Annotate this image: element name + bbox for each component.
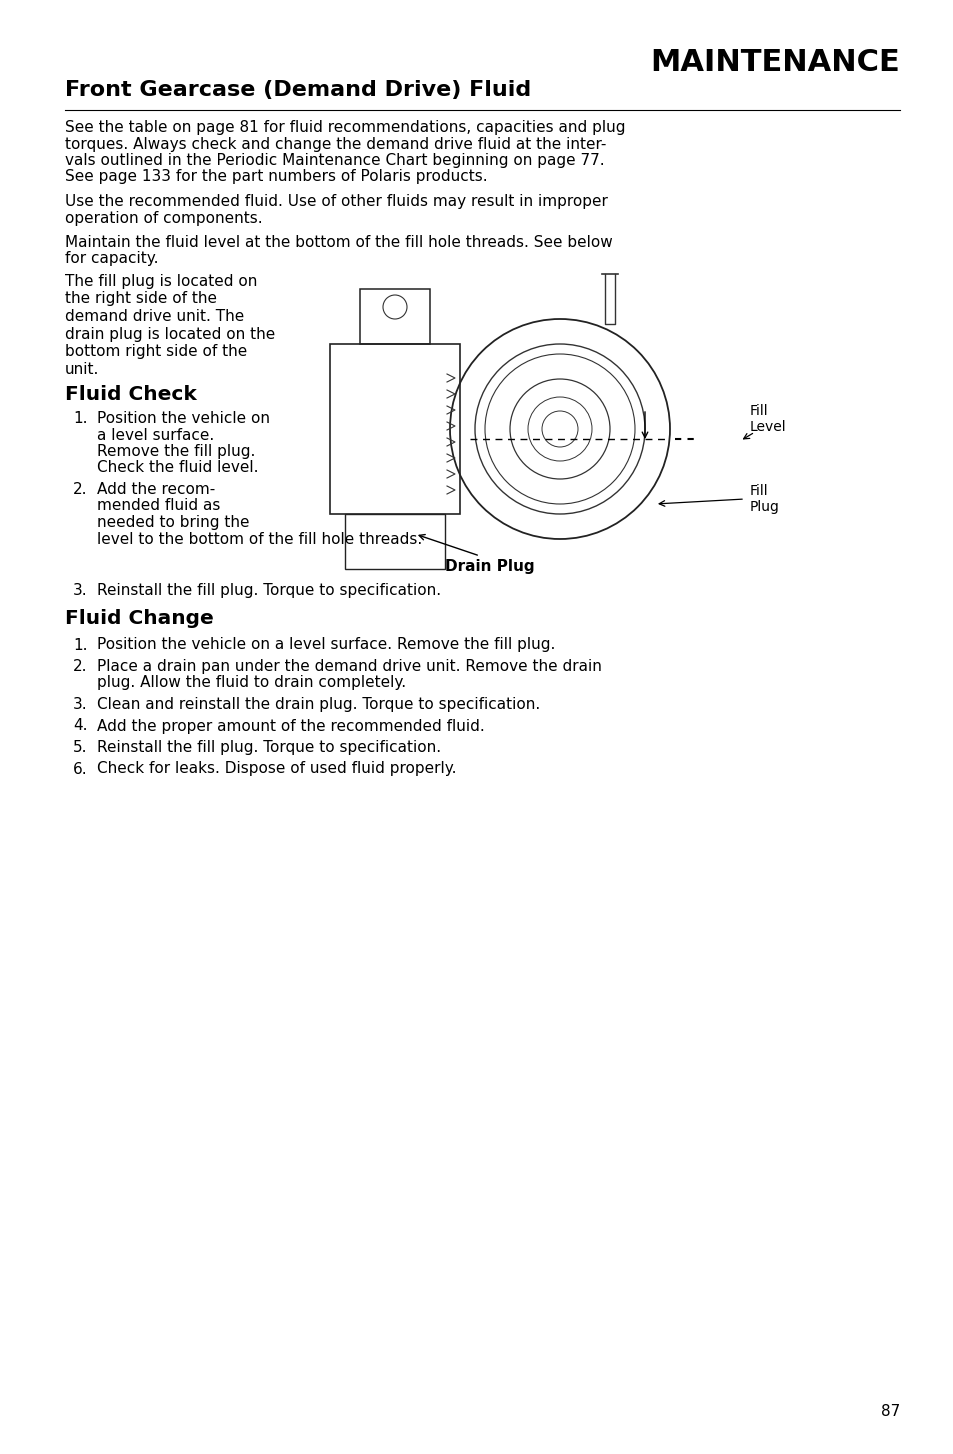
Text: needed to bring the: needed to bring the [97,515,250,531]
Bar [330,345,459,515]
Text: Add the proper amount of the recommended fluid.: Add the proper amount of the recommended… [97,718,484,733]
Text: a level surface.: a level surface. [97,427,214,442]
Text: Reinstall the fill plug. Torque to specification.: Reinstall the fill plug. Torque to speci… [97,740,440,755]
Text: demand drive unit. The: demand drive unit. The [65,310,244,324]
Text: mended fluid as: mended fluid as [97,499,220,513]
Text: Clean and reinstall the drain plug. Torque to specification.: Clean and reinstall the drain plug. Torq… [97,696,539,712]
Text: Front Gearcase (Demand Drive) Fluid: Front Gearcase (Demand Drive) Fluid [65,80,531,100]
Text: unit.: unit. [65,362,99,377]
Text: See page 133 for the part numbers of Polaris products.: See page 133 for the part numbers of Pol… [65,170,487,185]
Text: 2.: 2. [73,659,88,675]
Text: The fill plug is located on: The fill plug is located on [65,273,257,289]
Text: Fluid Change: Fluid Change [65,609,213,628]
Text: Remove the fill plug.: Remove the fill plug. [97,443,255,459]
Text: Check the fluid level.: Check the fluid level. [97,461,258,475]
Text: Position the vehicle on: Position the vehicle on [97,411,270,426]
Bar [359,289,430,345]
Text: Reinstall the fill plug. Torque to specification.: Reinstall the fill plug. Torque to speci… [97,583,440,598]
Text: Fill
Plug: Fill Plug [749,484,779,515]
Text: 1.: 1. [73,637,88,653]
Text: operation of components.: operation of components. [65,211,262,225]
Text: the right side of the: the right side of the [65,291,216,307]
Text: 5.: 5. [73,740,88,755]
Text: plug. Allow the fluid to drain completely.: plug. Allow the fluid to drain completel… [97,676,406,691]
Text: vals outlined in the Periodic Maintenance Chart beginning on page 77.: vals outlined in the Periodic Maintenanc… [65,153,604,169]
Text: Fill
Level: Fill Level [749,404,786,435]
Text: 4.: 4. [73,718,88,733]
Text: bottom right side of the: bottom right side of the [65,345,247,359]
Text: for capacity.: for capacity. [65,252,158,266]
Text: 2.: 2. [73,481,88,497]
Text: Use the recommended fluid. Use of other fluids may result in improper: Use the recommended fluid. Use of other … [65,193,607,209]
Text: 3.: 3. [73,696,88,712]
Text: See the table on page 81 for fluid recommendations, capacities and plug: See the table on page 81 for fluid recom… [65,121,625,135]
Text: Fluid Check: Fluid Check [65,385,196,404]
Text: Check for leaks. Dispose of used fluid properly.: Check for leaks. Dispose of used fluid p… [97,762,456,776]
Text: Drain Plug: Drain Plug [445,558,535,574]
Text: Position the vehicle on a level surface. Remove the fill plug.: Position the vehicle on a level surface.… [97,637,555,653]
Text: Maintain the fluid level at the bottom of the fill hole threads. See below: Maintain the fluid level at the bottom o… [65,236,612,250]
Text: level to the bottom of the fill hole threads.: level to the bottom of the fill hole thr… [97,532,422,547]
Text: MAINTENANCE: MAINTENANCE [650,48,899,77]
Bar [345,515,444,569]
Text: Place a drain pan under the demand drive unit. Remove the drain: Place a drain pan under the demand drive… [97,659,601,675]
Text: Add the recom-: Add the recom- [97,481,215,497]
Text: drain plug is located on the: drain plug is located on the [65,327,275,342]
Text: 6.: 6. [73,762,88,776]
Text: 87: 87 [880,1405,899,1419]
Text: 3.: 3. [73,583,88,598]
Text: 1.: 1. [73,411,88,426]
Text: torques. Always check and change the demand drive fluid at the inter-: torques. Always check and change the dem… [65,137,606,151]
